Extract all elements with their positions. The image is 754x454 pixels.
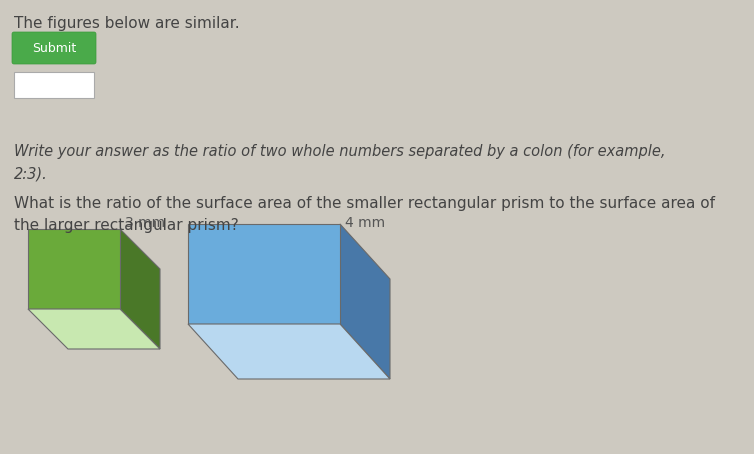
Text: 3 mm: 3 mm	[125, 216, 165, 230]
Text: Submit: Submit	[32, 41, 76, 54]
FancyBboxPatch shape	[12, 32, 96, 64]
FancyBboxPatch shape	[14, 72, 94, 98]
Text: Write your answer as the ratio of two whole numbers separated by a colon (for ex: Write your answer as the ratio of two wh…	[14, 144, 666, 181]
Polygon shape	[188, 324, 390, 379]
Polygon shape	[188, 224, 340, 324]
Polygon shape	[28, 309, 160, 349]
Text: 4 mm: 4 mm	[345, 216, 385, 230]
Polygon shape	[28, 229, 120, 309]
Polygon shape	[340, 224, 390, 379]
Text: The figures below are similar.: The figures below are similar.	[14, 16, 240, 31]
Text: What is the ratio of the surface area of the smaller rectangular prism to the su: What is the ratio of the surface area of…	[14, 196, 715, 233]
Polygon shape	[120, 229, 160, 349]
